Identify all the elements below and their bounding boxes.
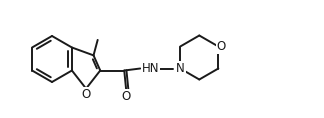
Text: O: O [217, 40, 226, 53]
Text: N: N [176, 62, 185, 75]
Text: HN: HN [142, 62, 159, 75]
Text: O: O [81, 88, 91, 101]
Text: O: O [122, 90, 131, 103]
